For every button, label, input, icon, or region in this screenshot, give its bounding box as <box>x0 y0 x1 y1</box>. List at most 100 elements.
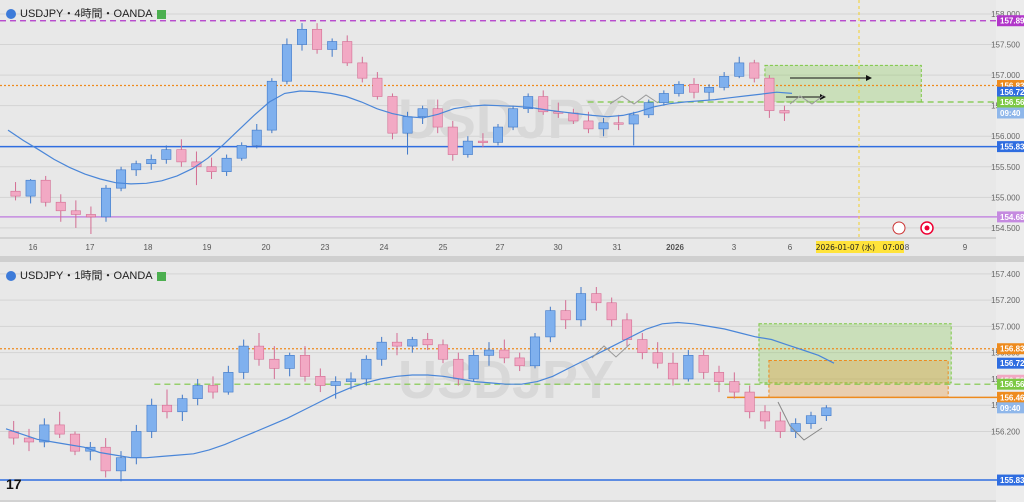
price-label-badge <box>997 378 1024 390</box>
candle-body <box>357 62 368 79</box>
candle-body <box>372 77 383 97</box>
candle-body <box>176 149 187 163</box>
candle-body <box>499 349 510 359</box>
candle-body <box>330 381 341 386</box>
price-label-text: 156.83 <box>1000 345 1024 354</box>
candle-body <box>652 352 663 364</box>
price-label-badge <box>997 391 1024 403</box>
x-tick-label: 18 <box>144 243 153 252</box>
candle-body <box>779 110 790 114</box>
candle-body <box>734 62 745 77</box>
candle-body <box>704 87 715 93</box>
watermark: USDJPY <box>398 350 614 410</box>
candle-body <box>299 355 311 377</box>
candle-body <box>315 376 326 386</box>
price-label-badge <box>997 343 1024 355</box>
chart-1h-svg[interactable]: 157.400157.200157.000156.800156.600156.4… <box>0 262 1024 502</box>
candle-body <box>40 179 51 203</box>
candle-body <box>673 83 684 94</box>
price-label-text: 09:40 <box>1000 109 1021 118</box>
y-tick-label: 154.500 <box>991 224 1020 233</box>
candle-body <box>683 355 694 380</box>
us-flag-event-icon <box>892 221 906 235</box>
candle-body <box>55 201 66 212</box>
market-status-icon <box>156 9 166 19</box>
candle-body <box>613 122 624 125</box>
candle-body <box>606 302 617 321</box>
candle-body <box>575 293 587 321</box>
candle-body <box>177 398 188 413</box>
price-label-text: 156.46 <box>1000 393 1024 402</box>
x-tick-label: 27 <box>496 243 505 252</box>
candle-body <box>236 145 247 159</box>
candle-body <box>101 187 111 218</box>
market-status-icon <box>156 271 166 281</box>
candle-body <box>483 349 495 356</box>
x-tick-label: 31 <box>613 243 622 252</box>
candle-body <box>749 62 760 79</box>
candle-body <box>432 108 443 128</box>
candle-body <box>628 114 639 125</box>
x-tick-label: 6 <box>788 243 793 252</box>
x-tick-label: 16 <box>29 243 38 252</box>
chart-1h-pane[interactable]: 157.400157.200157.000156.800156.600156.4… <box>0 262 1024 502</box>
price-label-text: 155.83 <box>1000 476 1024 485</box>
y-tick-label: 156.000 <box>991 132 1020 141</box>
candle-body <box>407 339 418 347</box>
price-label-badge <box>997 86 1024 98</box>
projection-path <box>591 343 631 359</box>
usd-jpy-icon <box>6 9 16 20</box>
y-tick-label: 158.000 <box>991 10 1020 19</box>
candle-body <box>583 120 594 130</box>
price-label-text: 156.72 <box>1000 88 1024 97</box>
candle-body <box>23 437 35 443</box>
candle-body <box>131 163 142 171</box>
candle-body <box>729 381 740 393</box>
price-label-badge <box>997 15 1024 27</box>
candle-body <box>25 179 36 197</box>
tradingview-logo-icon[interactable]: 17 <box>6 476 22 492</box>
candle-body <box>281 44 292 82</box>
x-tick-label: 2026 <box>666 243 684 252</box>
date-highlight-text: 2026-01-07 (水) 07:00 <box>816 242 905 252</box>
candle-body <box>821 407 832 417</box>
candle-body <box>462 140 473 155</box>
candle-body <box>508 108 519 128</box>
candle-body <box>85 214 96 218</box>
pane-separator[interactable] <box>0 256 1024 262</box>
chart-4h-svg[interactable]: 158.000157.500157.000156.500156.000155.5… <box>0 0 1024 256</box>
y-tick-label: 157.500 <box>991 41 1020 50</box>
candle-body <box>312 28 323 50</box>
candle-body <box>591 293 602 304</box>
price-label-text: 156.72 <box>1000 359 1024 368</box>
target-zone <box>768 360 949 398</box>
candle-body <box>523 96 534 110</box>
candle-body <box>698 355 709 373</box>
projection-path <box>609 94 659 105</box>
candle-body <box>342 41 353 64</box>
chart-1h-header: USDJPY・1時間・OANDA <box>6 267 166 283</box>
x-tick-label: 25 <box>439 243 448 252</box>
arrow-head-icon <box>866 75 872 81</box>
price-label-text: 156.83 <box>1000 82 1024 91</box>
candle-body <box>238 345 249 373</box>
candle-body <box>39 424 50 443</box>
candle-body <box>805 415 817 424</box>
candle-body <box>116 169 127 189</box>
target-zone <box>758 323 952 384</box>
candle-body <box>192 385 203 399</box>
candle-body <box>54 424 65 435</box>
price-label-text: 154.68 <box>1000 213 1024 222</box>
candle-body <box>598 122 609 130</box>
candle-body <box>345 378 357 382</box>
price-label-badge <box>997 80 1024 91</box>
x-tick-label: 23 <box>321 243 330 252</box>
y-tick-label: 156.200 <box>991 427 1020 436</box>
candle-body <box>744 391 755 413</box>
chart-1h-title: USDJPY・1時間・OANDA <box>20 270 153 282</box>
candle-body <box>637 339 648 353</box>
candle-body <box>131 431 142 459</box>
date-highlight-badge <box>816 241 904 253</box>
chart-4h-pane[interactable]: 158.000157.500157.000156.500156.000155.5… <box>0 0 1024 256</box>
candle-body <box>667 362 679 380</box>
